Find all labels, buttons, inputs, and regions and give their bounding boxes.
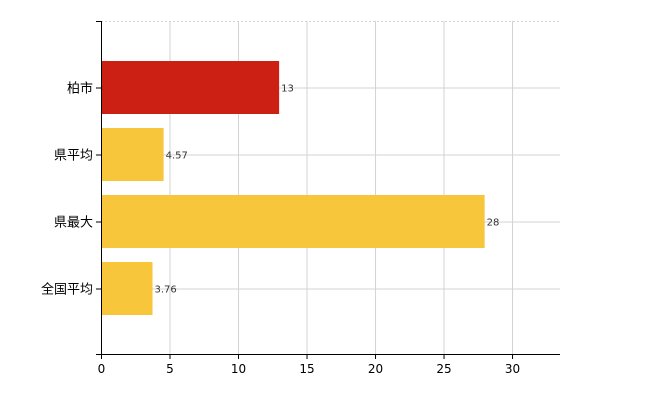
x-tick-label-1: 5 (166, 362, 174, 376)
bar-1 (101, 128, 164, 181)
data-label-1: 4.57 (166, 151, 188, 162)
data-label-2: 28 (487, 218, 500, 229)
category-label-0: 柏市 (67, 81, 93, 97)
x-tick-label-4: 20 (368, 362, 383, 376)
x-tick-label-6: 30 (505, 362, 520, 376)
axes-layer (96, 21, 560, 359)
data-label-3: 3.76 (155, 285, 177, 296)
category-label-1: 県平均 (54, 149, 93, 164)
bar-2 (101, 195, 485, 248)
category-label-3: 全国平均 (41, 282, 93, 298)
bars-layer (101, 61, 485, 315)
category-label-2: 県最大 (54, 216, 93, 231)
x-tick-label-5: 25 (436, 362, 451, 376)
x-tick-label-3: 15 (299, 362, 314, 376)
grid-layer (101, 21, 560, 354)
data-label-0: 13 (281, 84, 294, 95)
bar-0 (101, 61, 280, 114)
x-tick-label-0: 0 (98, 362, 106, 376)
bar-3 (101, 262, 153, 315)
x-tick-label-2: 10 (231, 362, 246, 376)
